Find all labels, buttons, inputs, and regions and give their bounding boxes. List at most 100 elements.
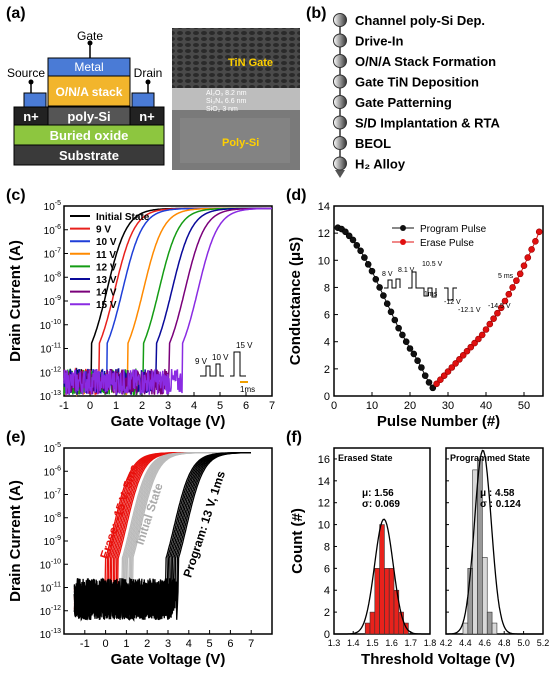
program-point	[414, 357, 421, 365]
erase-point	[528, 246, 535, 253]
program-point	[429, 384, 437, 392]
panel-label-a: (a)	[6, 5, 26, 22]
inset-pulse-train	[384, 271, 457, 301]
erase-point	[463, 347, 471, 355]
legend-marker	[400, 239, 406, 245]
erase-point	[475, 335, 482, 343]
y-tick-label: 10-6	[44, 465, 61, 478]
x-tick-label: 1.3	[328, 638, 341, 648]
program-point	[383, 300, 391, 308]
erase-point	[467, 343, 475, 351]
mu-label: μ: 1.56	[362, 488, 394, 499]
panel-label-d: (d)	[286, 187, 306, 204]
stack-label: O/N/A stack	[56, 85, 123, 99]
plot-frame	[333, 205, 544, 397]
flow-step-dot	[333, 115, 347, 130]
y-axis-label: Count (#)	[289, 508, 306, 574]
chart-c: -1 0 1 2 3 4 5 6 7 10-13 10-12 10-11 10-10 10-9 10-8 10…	[7, 200, 275, 430]
erase-point	[482, 326, 490, 333]
subplot-title: Erased State	[338, 453, 393, 463]
x-tick-label: 3	[165, 400, 171, 412]
flow-step-label: Gate Patterning	[355, 95, 452, 110]
y-tick-label: 0	[324, 629, 330, 641]
legend-label: 10 V	[96, 237, 117, 248]
x-tick-label: -1	[80, 638, 90, 650]
chart-f: 0 2 4 6 8 10 12 14 16 Count (#) Threshold Voltage …	[289, 447, 549, 668]
tem-polysi-label: Poly-Si	[222, 137, 259, 149]
program-point	[342, 228, 349, 236]
flow-step-label: O/N/A Stack Formation	[355, 54, 496, 69]
x-tick-label: 30	[442, 400, 454, 412]
n-plus-left: n+	[23, 109, 39, 124]
histogram-bar	[462, 622, 469, 635]
erase-point	[440, 372, 448, 379]
erase-point	[509, 284, 516, 291]
panel-f: (f) 0 2 4 6 8 10 12 14 16 Count (#) Threshold Volt…	[286, 429, 549, 668]
x-tick-label: 1	[113, 400, 119, 412]
panel-a: (a) Gate Metal O/N/A stack Source Drain …	[6, 5, 300, 170]
legend-label: 11 V	[96, 250, 116, 261]
histogram-bar	[403, 622, 409, 635]
erase-point	[452, 360, 459, 367]
inset-label: 10 V	[212, 353, 229, 362]
x-tick-label: 40	[480, 400, 492, 412]
x-tick-label: 4.4	[459, 638, 472, 648]
program-point	[345, 232, 353, 240]
x-tick-label: 7	[248, 638, 254, 650]
y-axis-label: Drain Current (A)	[7, 480, 24, 602]
x-tick-label: 10	[366, 400, 378, 412]
inset-label: 8 V	[382, 271, 393, 278]
erase-point	[501, 297, 509, 305]
legend-label: 14 V	[96, 288, 117, 299]
x-tick-label: 4.6	[479, 638, 492, 648]
flow-step-dot	[333, 95, 347, 109]
substrate-label: Substrate	[59, 148, 119, 163]
erase-point	[532, 237, 539, 245]
histogram-bar	[388, 568, 395, 635]
y-tick-label: 10	[318, 255, 330, 267]
erase-point	[486, 320, 494, 328]
x-tick-label: 1.4	[347, 638, 360, 648]
x-tick-label: 2	[139, 400, 145, 412]
y-axis-label: Drain Current (A)	[7, 240, 24, 362]
y-tick-label: 10-8	[44, 512, 61, 525]
flow-step-label: BEOL	[355, 136, 391, 151]
inset-label: 9 V	[195, 357, 208, 366]
x-axis-label: Pulse Number (#)	[377, 413, 500, 430]
legend-marker	[400, 225, 406, 231]
poly-label: poly-Si	[67, 109, 110, 124]
x-tick-label: 4.2	[440, 638, 453, 648]
source-label: Source	[7, 66, 45, 80]
sigma-label: σ: 0.069	[362, 499, 400, 510]
y-axis-label: Conductance (μS)	[287, 237, 304, 365]
program-point	[349, 236, 357, 244]
sigma-label: σ : 0.124	[480, 499, 521, 510]
x-tick-label: 7	[269, 400, 275, 412]
program-point	[353, 242, 361, 249]
flow-step-label: Channel poly-Si Dep.	[355, 13, 485, 28]
y-tick-label: 10-12	[40, 605, 61, 618]
chart-d: 0 10 20 30 40 50 0 2 4 6 8 10 12 14 Pulse Number (#) Co…	[287, 201, 544, 430]
erase-point	[497, 304, 505, 312]
y-tick-label: 10-5	[44, 200, 61, 213]
x-tick-label: 50	[518, 400, 530, 412]
y-tick-label: 10-9	[44, 295, 61, 308]
flow-step-dot	[333, 156, 347, 171]
y-tick-label: 10-7	[44, 489, 61, 502]
transfer-curve-2	[73, 452, 251, 621]
mu-label: μ : 4.58	[480, 488, 515, 499]
x-tick-label: 1.8	[424, 638, 437, 648]
erase-point	[505, 290, 513, 298]
y-tick-label: 10-8	[44, 271, 61, 284]
erase-point	[535, 228, 543, 236]
x-tick-label: 1.6	[385, 638, 398, 648]
erase-point	[459, 351, 467, 359]
device-schematic: Gate Metal O/N/A stack Source Drain n+ n…	[7, 29, 165, 166]
flow-step-dot	[333, 136, 347, 150]
program-point	[402, 338, 410, 346]
inset-label: -14.5 V	[488, 303, 511, 310]
panel-b: (b) Channel poly-Si Dep. Drive-In O/N/A St…	[306, 5, 501, 178]
chart-e: -1 0 1 2 3 4 5 6 7 10-13 10-12 10-11 10-10 10-9 10-8 10…	[7, 442, 273, 668]
drain-label: Drain	[134, 66, 163, 80]
inset-label: 8.1 V	[398, 267, 415, 274]
